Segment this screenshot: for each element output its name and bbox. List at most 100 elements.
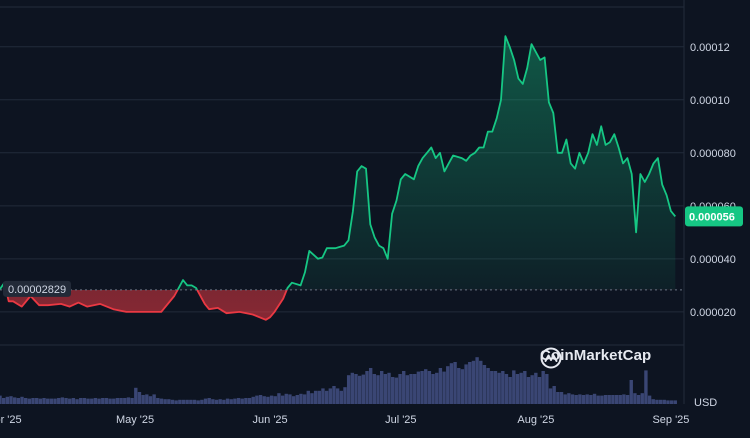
x-tick-label: Aug '25 [517,414,554,426]
volume-bar [251,396,255,404]
volume-bar [192,399,197,404]
volume-bar [376,375,380,404]
volume-bar [0,395,2,404]
volume-bar [104,398,109,404]
volume-bar [592,393,597,404]
volume-bar [211,399,215,404]
volume-bar [365,371,369,404]
volume-bar [185,399,189,404]
volume-bar [402,371,406,404]
volume-bar [310,393,314,404]
coinmarketcap-icon [540,347,562,369]
volume-bar [614,395,619,404]
volume-bar [409,374,413,404]
x-tick-label: Jun '25 [253,414,288,426]
volume-bar [552,386,556,404]
volume-bar [339,390,344,404]
volume-bar [530,375,534,404]
volume-bar [71,398,76,404]
volume-bar [438,368,443,404]
volume-bar [335,388,340,404]
volume-bar [288,394,292,404]
volume-bar [618,395,622,404]
volume-bar [651,399,655,404]
volume-bar [79,398,83,404]
y-tick-label: 0.00012 [690,42,730,54]
volume-bar [148,396,153,404]
volume-bar [350,372,355,404]
volume-bar [269,395,274,404]
volume-bar [258,395,263,404]
volume-bar [460,369,465,404]
volume-bar [391,377,395,404]
y-axis: 0.0000200.0000400.0000600.0000800.000100… [685,42,743,319]
volume-bar [383,374,388,404]
volume-bar [372,374,377,404]
area-fill-down [6,289,287,320]
volume-bar [31,398,35,404]
volume-bar [585,394,589,404]
volume-bar [600,395,604,404]
volume-bar [490,371,494,404]
volume-bar [541,371,545,404]
volume-bar [1,398,6,404]
volume-bar [53,398,57,404]
volume-bar [427,371,432,404]
volume-bar [321,388,325,404]
volume-bar [361,374,366,404]
volume-bar [68,398,72,404]
volume-bar [46,398,50,404]
volume-bar [523,371,527,404]
volume-bar [93,398,98,404]
volume-bar [299,393,303,404]
volume-bar [468,362,472,404]
volume-bar [515,374,520,404]
volume-bar [368,368,373,404]
volume-bar [475,357,479,404]
volume-bar [222,399,226,404]
volume-bar [75,399,79,404]
volume-bar [16,398,21,404]
volume-bar [277,393,281,404]
volume-bar [589,395,593,404]
volume-bar [559,392,564,404]
price-line-up [0,35,676,290]
volume-bar [567,393,571,404]
volume-bar [420,371,424,404]
volume-bar [633,393,637,404]
volume-bars [0,357,677,404]
volume-bar [218,399,222,404]
volume-bar [581,395,586,404]
volume-bar [5,396,10,404]
volume-bar [328,388,332,404]
volume-bar [229,399,233,404]
volume-bar [60,397,65,404]
volume-bar [284,393,288,404]
volume-bar [134,387,138,404]
x-axis: Apr '25 May '25 Jun '25 Jul '25 Aug '25 Sep '… [0,397,717,426]
volume-bar [24,398,28,404]
volume-bar [90,398,94,404]
volume-bar [27,398,32,404]
volume-bar [497,372,501,404]
volume-bar [112,398,116,404]
volume-bar [9,396,13,404]
volume-bar [343,387,347,404]
volume-bar [262,396,266,404]
y-tick-label: 0.000080 [690,148,736,160]
x-tick-label: Apr '25 [0,414,22,426]
volume-bar [442,371,446,404]
volume-bar [508,377,512,404]
volume-bar [398,374,402,404]
reference-line: 0.00002829 [0,280,684,297]
volume-bar [196,400,200,404]
volume-bar [666,400,670,404]
volume-bar [596,395,600,404]
area-fill-up [0,36,676,290]
volume-bar [640,393,644,404]
volume-bar [291,396,296,404]
reference-price-badge [3,280,71,297]
volume-bar [607,395,611,404]
